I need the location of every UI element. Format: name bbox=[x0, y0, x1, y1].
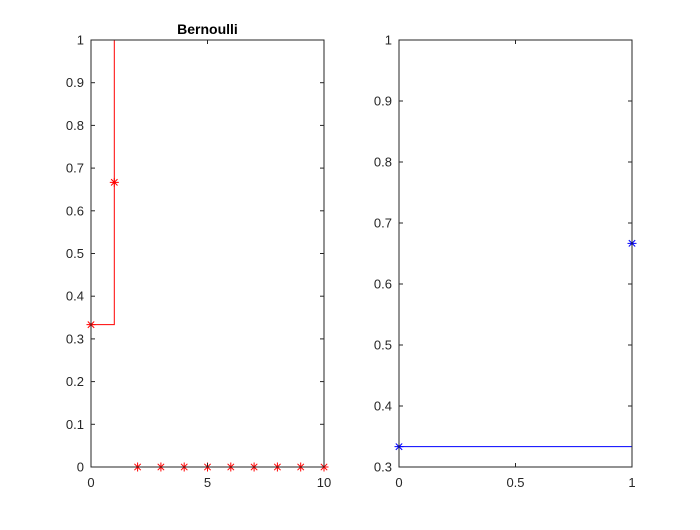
plot-area bbox=[399, 40, 632, 467]
axes-2: 0 0.5 1 0.3 0.4 0.5 0.6 0.7 0.8 0.9 1 bbox=[374, 33, 637, 490]
y-tick-label: 0.6 bbox=[374, 277, 392, 292]
y-tick-label: 0.8 bbox=[66, 118, 84, 133]
x-tick-label: 5 bbox=[204, 475, 211, 490]
y-tick-label: 0.3 bbox=[66, 331, 84, 346]
x-tick-label: 10 bbox=[317, 475, 331, 490]
y-tick-label: 0.5 bbox=[66, 246, 84, 261]
y-tick-label: 1 bbox=[385, 33, 392, 48]
plot-area bbox=[91, 40, 324, 467]
x-tick-label: 1 bbox=[628, 475, 635, 490]
y-tick-label: 0.9 bbox=[66, 75, 84, 90]
y-tick-label: 0.6 bbox=[66, 203, 84, 218]
chart-title: Bernoulli bbox=[177, 21, 238, 37]
y-tick-label: 0.9 bbox=[374, 94, 392, 109]
data-point-marker bbox=[109, 177, 119, 187]
x-tick-label: 0 bbox=[395, 475, 402, 490]
y-tick-label: 0 bbox=[77, 460, 84, 475]
y-tick-label: 0.7 bbox=[374, 216, 392, 231]
y-tick-label: 0.2 bbox=[66, 374, 84, 389]
y-tick-label: 0.8 bbox=[374, 155, 392, 170]
axes-1: 0 5 10 0 0.1 0.2 0.3 0.4 0.5 0.6 0.7 0.8 0.9 1 Bernoul… bbox=[66, 21, 331, 490]
y-tick-label: 0.4 bbox=[374, 399, 392, 414]
x-tick-label: 0 bbox=[87, 475, 94, 490]
y-tick-label: 0.4 bbox=[66, 289, 84, 304]
y-tick-label: 0.5 bbox=[374, 338, 392, 353]
x-tick-label: 0.5 bbox=[506, 475, 524, 490]
y-tick-label: 0.7 bbox=[66, 161, 84, 176]
y-tick-label: 0.1 bbox=[66, 417, 84, 432]
y-tick-label: 1 bbox=[77, 33, 84, 48]
y-tick-label: 0.3 bbox=[374, 460, 392, 475]
